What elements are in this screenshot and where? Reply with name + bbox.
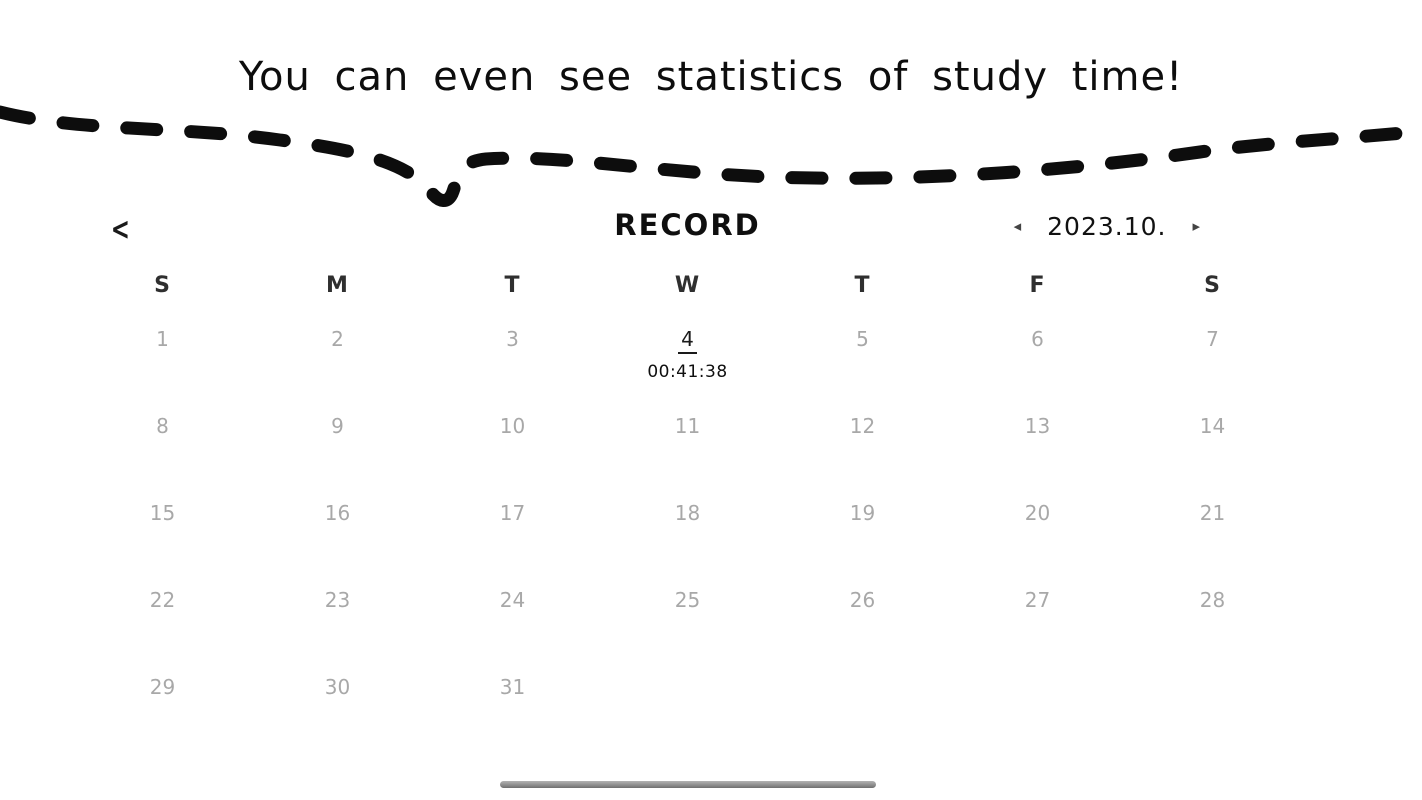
day-number[interactable]: 23: [324, 588, 351, 612]
day-number[interactable]: 6: [1031, 327, 1044, 351]
calendar-day[interactable]: 6: [950, 315, 1125, 402]
day-number[interactable]: 8: [156, 414, 169, 438]
page-title: RECORD: [614, 208, 761, 242]
day-number[interactable]: 12: [849, 414, 876, 438]
day-number[interactable]: 13: [1024, 414, 1051, 438]
back-icon[interactable]: <: [110, 211, 130, 248]
day-number[interactable]: 27: [1024, 588, 1051, 612]
study-time-badge: 00:41:38: [647, 362, 728, 382]
calendar-day[interactable]: 29: [75, 663, 250, 750]
calendar-day[interactable]: 18: [600, 489, 775, 576]
day-number[interactable]: 11: [674, 414, 701, 438]
day-number[interactable]: 1: [156, 327, 169, 351]
day-number[interactable]: 4: [678, 327, 697, 354]
day-number[interactable]: 21: [1199, 501, 1226, 525]
day-number[interactable]: 14: [1199, 414, 1226, 438]
calendar-day[interactable]: 20: [950, 489, 1125, 576]
calendar-day-empty: [600, 663, 775, 750]
calendar-day-empty: [950, 663, 1125, 750]
calendar-day[interactable]: 7: [1125, 315, 1300, 402]
calendar-day[interactable]: 3: [425, 315, 600, 402]
day-of-week-header: S: [1204, 273, 1221, 298]
calendar-day-empty: [1125, 663, 1300, 750]
calendar-day[interactable]: 16: [250, 489, 425, 576]
calendar-day[interactable]: 13: [950, 402, 1125, 489]
calendar-day[interactable]: 4 00:41:38: [600, 315, 775, 402]
day-number[interactable]: 10: [499, 414, 526, 438]
calendar-day-empty: [775, 663, 950, 750]
calendar-day[interactable]: 12: [775, 402, 950, 489]
day-of-week-header: S: [154, 273, 171, 298]
calendar-day[interactable]: 9: [250, 402, 425, 489]
calendar-day[interactable]: 15: [75, 489, 250, 576]
calendar-day[interactable]: 11: [600, 402, 775, 489]
day-number[interactable]: 25: [674, 588, 701, 612]
calendar-day[interactable]: 25: [600, 576, 775, 663]
month-label[interactable]: 2023.10.: [1047, 212, 1167, 241]
day-number[interactable]: 3: [506, 327, 519, 351]
prev-month-icon[interactable]: ◂: [1013, 217, 1022, 235]
day-number[interactable]: 19: [849, 501, 876, 525]
calendar-day[interactable]: 22: [75, 576, 250, 663]
calendar-grid: S M T W T F S 1 2 3 4 00:41:38 5 6 7 8 9 10 11 12 13 14 15 16 17…: [75, 263, 1300, 750]
calendar-day[interactable]: 14: [1125, 402, 1300, 489]
calendar-day[interactable]: 19: [775, 489, 950, 576]
caption-title: You can even see statistics of study tim…: [238, 54, 1184, 100]
calendar-day[interactable]: 30: [250, 663, 425, 750]
day-number[interactable]: 16: [324, 501, 351, 525]
day-of-week-header: T: [854, 273, 871, 298]
day-number[interactable]: 26: [849, 588, 876, 612]
day-number[interactable]: 15: [149, 501, 176, 525]
record-header: < RECORD ◂ 2023.10. ▸: [75, 200, 1300, 260]
day-number[interactable]: 30: [324, 675, 351, 699]
day-of-week-header: F: [1029, 273, 1046, 298]
day-number[interactable]: 31: [499, 675, 526, 699]
day-number[interactable]: 18: [674, 501, 701, 525]
day-number[interactable]: 24: [499, 588, 526, 612]
day-of-week-header: M: [326, 273, 349, 298]
calendar-day[interactable]: 8: [75, 402, 250, 489]
calendar-day[interactable]: 23: [250, 576, 425, 663]
day-number[interactable]: 22: [149, 588, 176, 612]
day-number[interactable]: 7: [1206, 327, 1219, 351]
day-number[interactable]: 29: [149, 675, 176, 699]
day-number[interactable]: 5: [856, 327, 869, 351]
day-number[interactable]: 9: [331, 414, 344, 438]
day-of-week-header: W: [674, 273, 701, 298]
calendar-day[interactable]: 5: [775, 315, 950, 402]
day-number[interactable]: 17: [499, 501, 526, 525]
day-number[interactable]: 28: [1199, 588, 1226, 612]
calendar-day[interactable]: 28: [1125, 576, 1300, 663]
calendar-day[interactable]: 24: [425, 576, 600, 663]
day-of-week-header: T: [504, 273, 521, 298]
calendar-day[interactable]: 2: [250, 315, 425, 402]
calendar-day[interactable]: 1: [75, 315, 250, 402]
calendar-day[interactable]: 31: [425, 663, 600, 750]
calendar-day[interactable]: 17: [425, 489, 600, 576]
calendar-day[interactable]: 10: [425, 402, 600, 489]
calendar-day[interactable]: 26: [775, 576, 950, 663]
day-number[interactable]: 2: [331, 327, 344, 351]
calendar-day[interactable]: 27: [950, 576, 1125, 663]
next-month-icon[interactable]: ▸: [1192, 217, 1200, 235]
day-number[interactable]: 20: [1024, 501, 1051, 525]
calendar-day[interactable]: 21: [1125, 489, 1300, 576]
month-navigation: ◂ 2023.10. ▸: [1014, 212, 1200, 241]
home-indicator-bar[interactable]: [500, 781, 876, 788]
